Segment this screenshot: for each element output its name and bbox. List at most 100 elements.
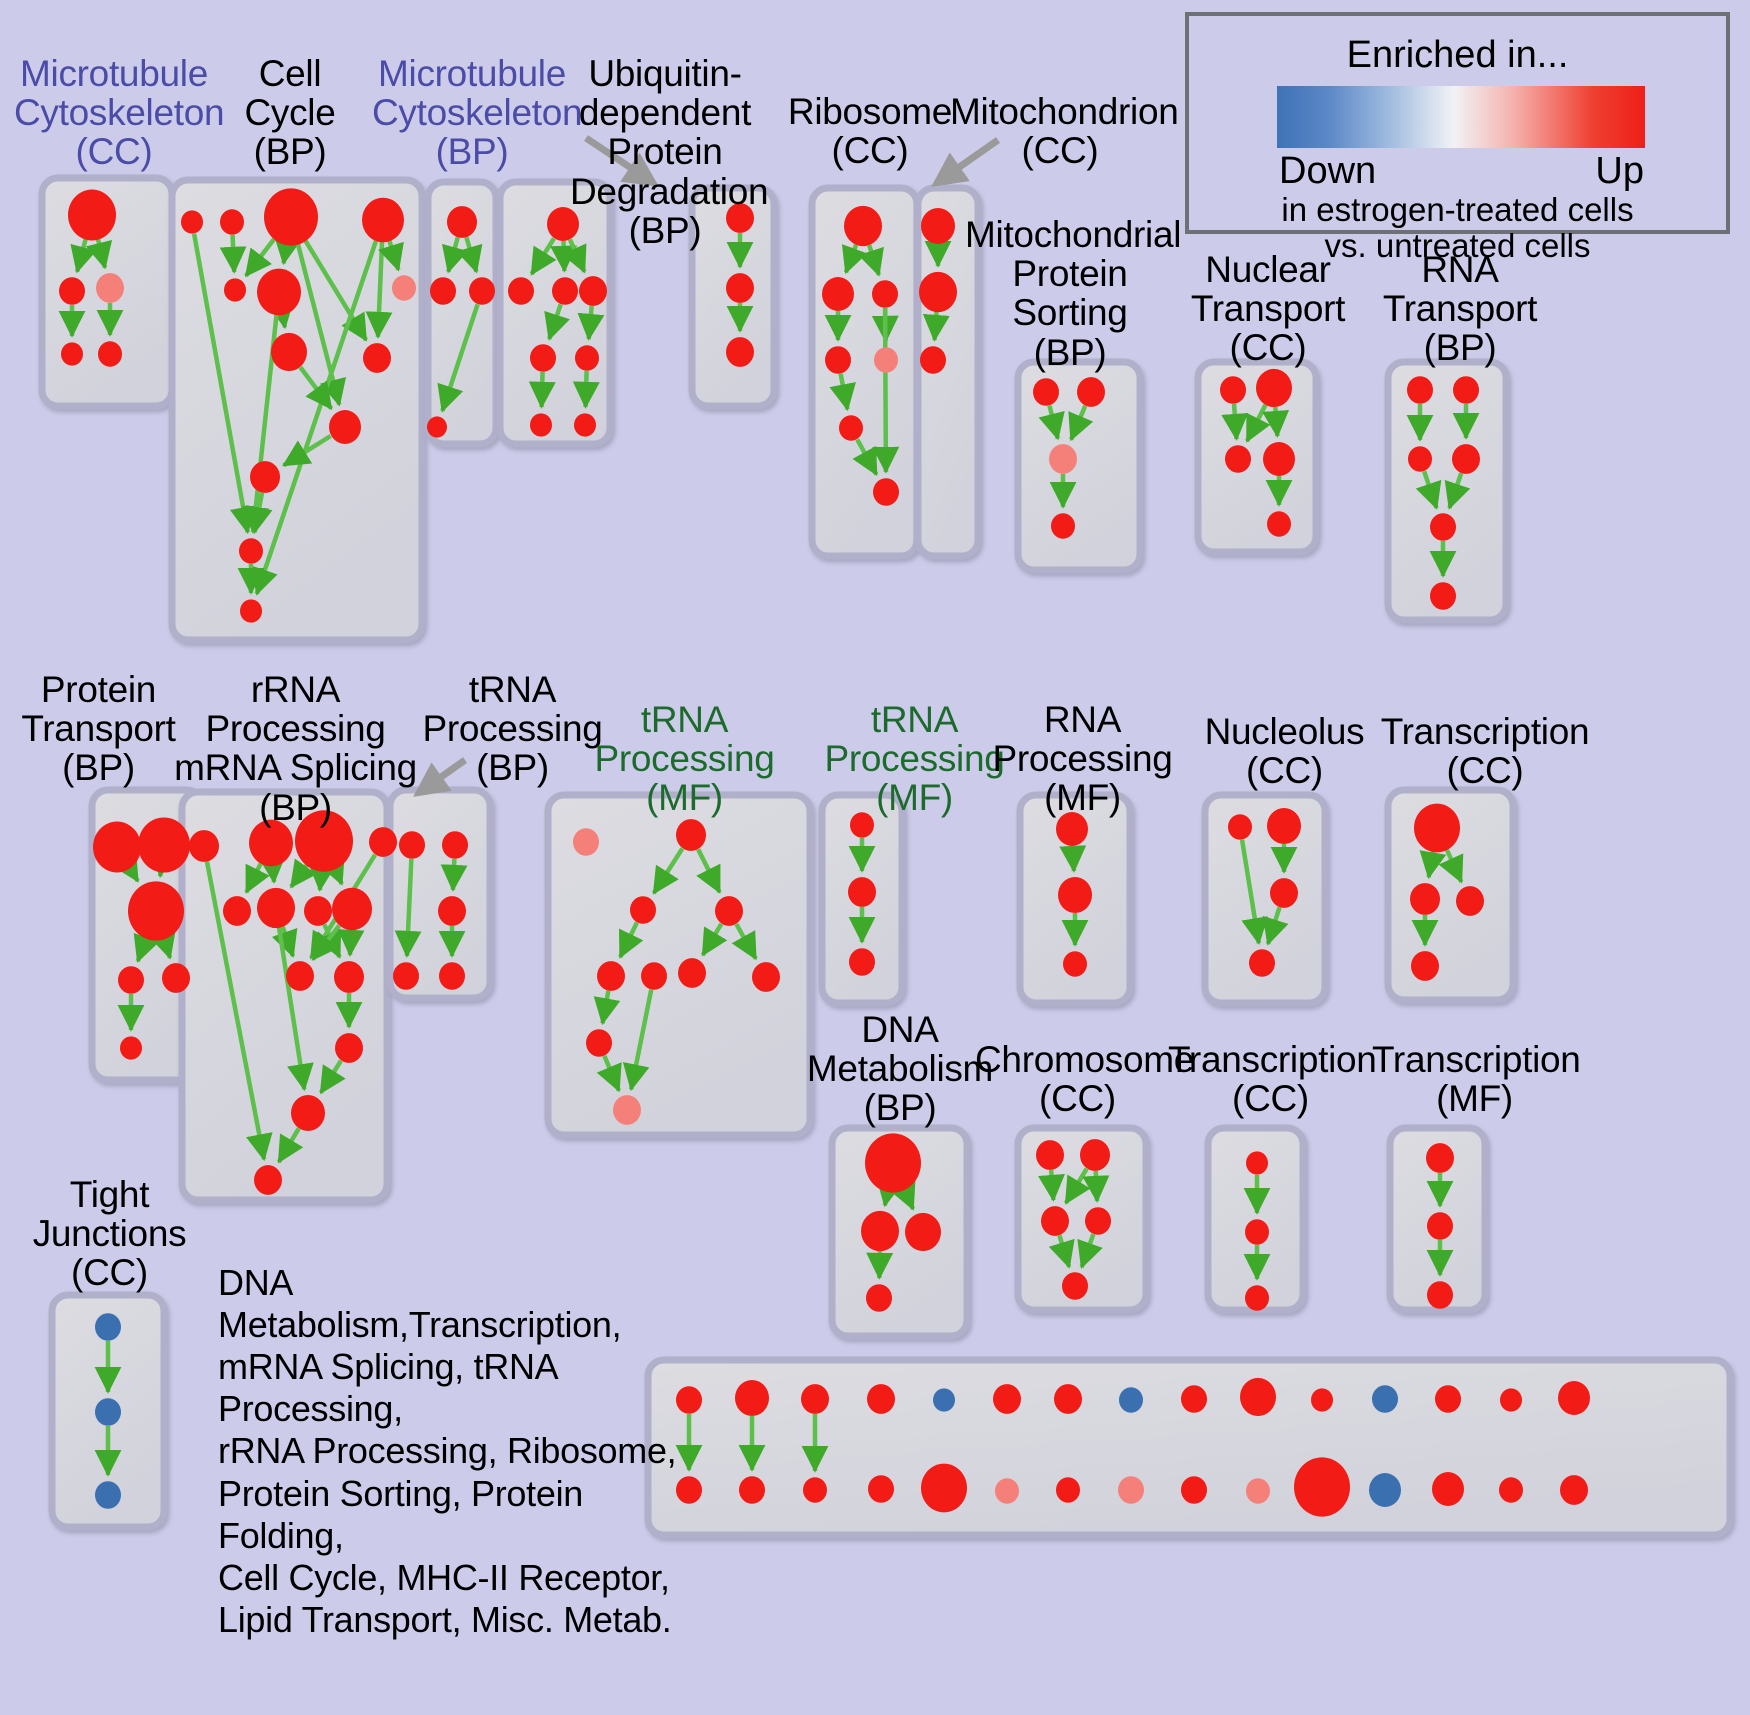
gene-node[interactable] [118, 966, 144, 994]
gene-node[interactable] [613, 1095, 641, 1125]
gene-node[interactable] [1453, 376, 1479, 404]
gene-node[interactable] [447, 206, 477, 238]
gene-node[interactable] [1372, 1385, 1398, 1413]
gene-node[interactable] [735, 1379, 769, 1417]
gene-node[interactable] [839, 415, 863, 441]
gene-node[interactable] [254, 1165, 282, 1195]
gene-node[interactable] [1080, 1139, 1110, 1171]
gene-node[interactable] [1249, 949, 1275, 977]
gene-node[interactable] [1294, 1457, 1350, 1517]
gene-node[interactable] [1407, 376, 1433, 404]
gene-node[interactable] [995, 1478, 1019, 1504]
gene-node[interactable] [822, 277, 854, 311]
gene-node[interactable] [1311, 1388, 1333, 1412]
gene-node[interactable] [676, 819, 706, 851]
gene-node[interactable] [597, 961, 625, 991]
gene-node[interactable] [579, 276, 607, 306]
gene-node[interactable] [1063, 951, 1087, 977]
gene-node[interactable] [128, 881, 184, 941]
gene-node[interactable] [1432, 1472, 1464, 1506]
gene-node[interactable] [61, 342, 83, 366]
gene-node[interactable] [1256, 368, 1292, 408]
gene-node[interactable] [873, 478, 899, 506]
gene-node[interactable] [335, 1033, 363, 1063]
gene-node[interactable] [573, 828, 599, 856]
gene-node[interactable] [920, 346, 946, 374]
gene-node[interactable] [530, 413, 552, 437]
gene-node[interactable] [1369, 1473, 1401, 1507]
gene-node[interactable] [530, 344, 556, 372]
gene-node[interactable] [469, 277, 495, 305]
gene-node[interactable] [552, 277, 578, 305]
gene-node[interactable] [1077, 377, 1105, 407]
gene-node[interactable] [363, 343, 391, 373]
gene-node[interactable] [95, 1398, 121, 1426]
gene-node[interactable] [867, 1384, 895, 1414]
gene-node[interactable] [250, 461, 280, 493]
gene-node[interactable] [1414, 803, 1460, 853]
gene-node[interactable] [1181, 1476, 1207, 1504]
gene-node[interactable] [264, 188, 318, 246]
gene-node[interactable] [865, 1133, 921, 1193]
gene-node[interactable] [1499, 1477, 1523, 1503]
gene-node[interactable] [641, 962, 667, 990]
gene-node[interactable] [844, 205, 882, 247]
gene-node[interactable] [630, 896, 656, 924]
gene-node[interactable] [676, 1476, 702, 1504]
gene-node[interactable] [508, 277, 534, 305]
gene-node[interactable] [1246, 1151, 1268, 1175]
gene-node[interactable] [861, 1210, 899, 1252]
gene-node[interactable] [726, 203, 754, 233]
gene-node[interactable] [1456, 886, 1484, 916]
gene-node[interactable] [919, 271, 957, 313]
gene-node[interactable] [95, 1313, 121, 1341]
gene-node[interactable] [1118, 1476, 1144, 1504]
gene-node[interactable] [933, 1388, 955, 1412]
gene-node[interactable] [1085, 1207, 1111, 1235]
gene-node[interactable] [801, 1384, 829, 1414]
gene-node[interactable] [574, 413, 596, 437]
gene-node[interactable] [825, 346, 851, 374]
gene-node[interactable] [1410, 883, 1440, 915]
gene-node[interactable] [868, 1475, 894, 1503]
gene-node[interactable] [678, 958, 706, 988]
gene-node[interactable] [1119, 1387, 1143, 1413]
gene-node[interactable] [1240, 1377, 1276, 1417]
gene-node[interactable] [1267, 807, 1301, 845]
gene-node[interactable] [1267, 511, 1291, 537]
gene-node[interactable] [369, 827, 397, 857]
gene-node[interactable] [1228, 814, 1252, 840]
gene-node[interactable] [676, 1386, 702, 1414]
gene-node[interactable] [1427, 1281, 1453, 1309]
gene-node[interactable] [739, 1476, 765, 1504]
gene-node[interactable] [96, 273, 124, 303]
gene-node[interactable] [921, 1463, 967, 1513]
gene-node[interactable] [304, 896, 332, 926]
gene-node[interactable] [993, 1384, 1021, 1414]
gene-node[interactable] [1430, 582, 1456, 610]
gene-node[interactable] [726, 337, 754, 367]
gene-node[interactable] [1041, 1206, 1069, 1236]
gene-node[interactable] [68, 189, 116, 241]
gene-node[interactable] [399, 831, 425, 859]
gene-node[interactable] [1056, 812, 1088, 846]
gene-node[interactable] [1051, 513, 1075, 539]
gene-node[interactable] [850, 812, 874, 838]
gene-node[interactable] [1054, 1384, 1082, 1414]
gene-node[interactable] [286, 961, 314, 991]
gene-node[interactable] [1220, 376, 1246, 404]
gene-node[interactable] [1246, 1478, 1270, 1504]
gene-node[interactable] [1427, 1212, 1453, 1240]
gene-node[interactable] [848, 877, 876, 907]
gene-node[interactable] [439, 962, 465, 990]
gene-node[interactable] [586, 1029, 612, 1057]
gene-node[interactable] [905, 1212, 941, 1252]
gene-node[interactable] [392, 275, 416, 301]
gene-node[interactable] [427, 416, 447, 438]
gene-node[interactable] [1225, 445, 1251, 473]
gene-node[interactable] [1452, 444, 1480, 474]
gene-node[interactable] [430, 277, 456, 305]
gene-node[interactable] [1411, 951, 1439, 981]
gene-node[interactable] [162, 963, 190, 993]
gene-node[interactable] [189, 830, 219, 862]
